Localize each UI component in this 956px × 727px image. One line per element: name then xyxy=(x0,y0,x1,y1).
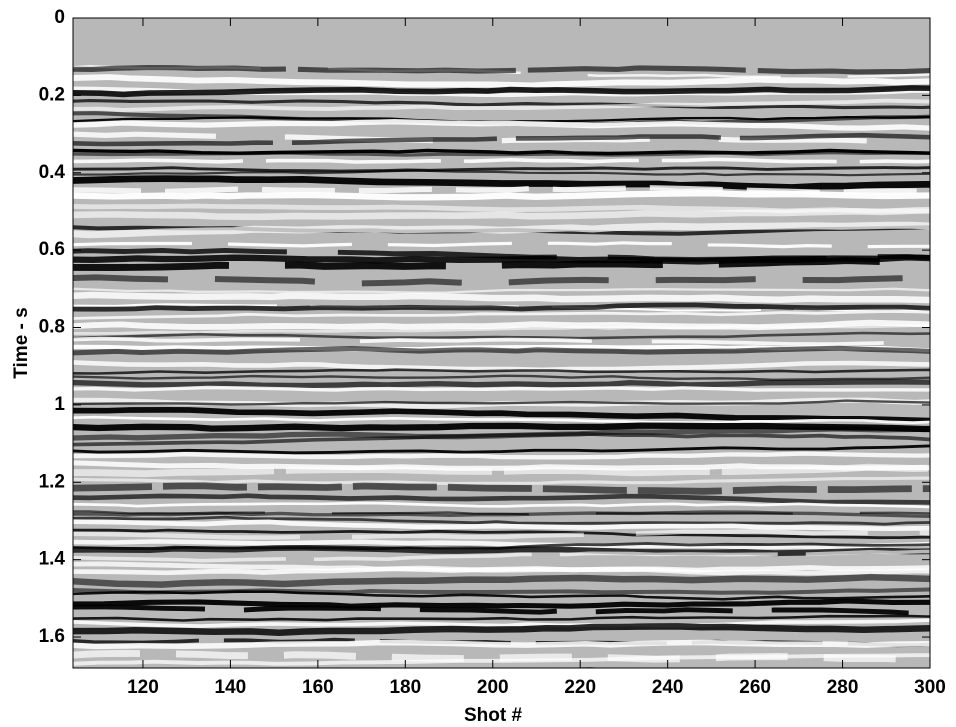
reflector xyxy=(73,415,930,424)
x-tick-label: 260 xyxy=(739,677,771,698)
reflector xyxy=(73,476,930,485)
reflector xyxy=(73,623,930,637)
x-tick-label: 120 xyxy=(127,677,159,698)
x-tick-label: 280 xyxy=(827,677,859,698)
y-tick-label: 1.2 xyxy=(39,471,65,492)
reflector xyxy=(73,482,930,495)
reflector xyxy=(73,528,930,540)
reflector xyxy=(73,399,930,406)
reflector xyxy=(73,493,930,505)
reflector xyxy=(73,190,930,201)
reflector xyxy=(73,132,930,147)
reflector xyxy=(73,422,930,433)
reflector xyxy=(73,150,930,157)
reflector xyxy=(73,368,930,375)
reflector xyxy=(73,604,930,616)
reflector xyxy=(73,590,930,601)
reflector xyxy=(73,510,930,519)
reflector xyxy=(73,291,930,304)
y-tick-label: 0 xyxy=(54,7,65,28)
y-tick-label: 0.6 xyxy=(39,239,65,260)
reflector xyxy=(73,64,930,75)
reflector xyxy=(73,463,930,478)
reflector xyxy=(73,175,930,191)
reflector xyxy=(73,385,930,392)
reflector xyxy=(73,206,930,221)
reflector xyxy=(73,119,930,131)
reflector xyxy=(73,166,930,173)
reflector xyxy=(73,444,930,455)
x-tick-label: 200 xyxy=(477,677,509,698)
reflector xyxy=(73,374,930,382)
reflector xyxy=(73,515,930,526)
reflector xyxy=(73,653,930,666)
reflector xyxy=(73,319,930,331)
reflector xyxy=(73,618,930,628)
x-tick-label: 240 xyxy=(652,677,684,698)
reflector xyxy=(73,98,930,112)
reflector xyxy=(73,345,930,356)
reflector xyxy=(73,85,930,98)
x-tick-label: 140 xyxy=(215,677,247,698)
reflector xyxy=(395,667,644,668)
reflector xyxy=(73,431,930,447)
reflector xyxy=(73,185,930,196)
reflector xyxy=(73,649,930,664)
reflector xyxy=(73,323,930,335)
x-tick-label: 300 xyxy=(914,677,946,698)
reflector xyxy=(73,302,930,312)
reflector xyxy=(73,549,930,563)
reflector xyxy=(73,501,930,509)
reflector xyxy=(73,257,930,271)
reflector xyxy=(73,573,930,588)
reflector xyxy=(73,221,930,239)
reflector xyxy=(73,157,930,164)
x-tick-label: 220 xyxy=(564,677,596,698)
reflector xyxy=(73,310,930,320)
reflector xyxy=(73,74,930,89)
y-tick-label: 1 xyxy=(54,394,65,415)
y-axis-label: Time - s xyxy=(11,307,32,378)
reflector xyxy=(73,360,930,373)
reflector xyxy=(73,614,930,622)
reflector xyxy=(73,519,930,532)
reflector xyxy=(73,544,930,557)
y-tick-label: 1.4 xyxy=(39,549,66,570)
x-axis-label: Shot # xyxy=(464,705,522,726)
y-tick-label: 0.8 xyxy=(39,317,65,338)
reflector xyxy=(73,287,930,294)
y-tick-label: 1.6 xyxy=(39,626,65,647)
y-tick-label: 0.4 xyxy=(39,162,66,183)
reflector xyxy=(73,565,930,576)
reflector xyxy=(73,336,930,347)
x-tick-label: 180 xyxy=(389,677,421,698)
reflector xyxy=(73,407,930,424)
reflector xyxy=(73,598,930,609)
reflector xyxy=(73,241,930,249)
reflector xyxy=(73,99,930,110)
plot-frame xyxy=(72,17,931,669)
y-tick-label: 0.2 xyxy=(39,84,65,105)
seismic-image xyxy=(73,18,930,668)
reflector xyxy=(73,331,930,340)
reflector xyxy=(73,148,930,156)
reflector xyxy=(73,639,930,650)
x-tick-label: 160 xyxy=(302,677,334,698)
reflector xyxy=(73,451,930,460)
reflector xyxy=(73,169,930,177)
reflector xyxy=(73,131,930,146)
reflector xyxy=(73,379,930,389)
reflector xyxy=(73,528,930,540)
